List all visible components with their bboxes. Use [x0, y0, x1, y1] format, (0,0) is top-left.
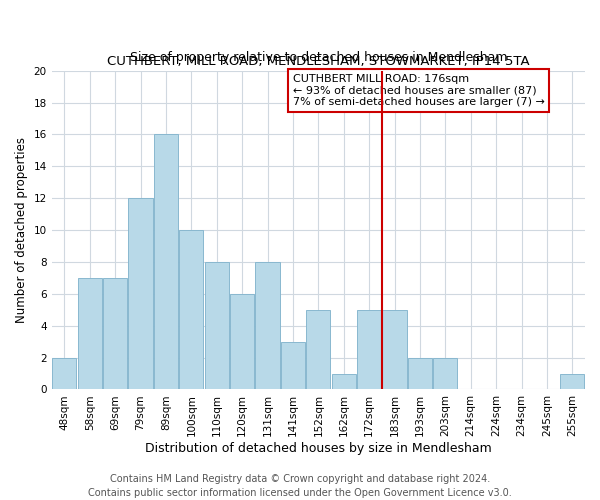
Bar — [128, 198, 152, 390]
Title: CUTHBERT, MILL ROAD, MENDLESHAM, STOWMARKET, IP14 5TA: CUTHBERT, MILL ROAD, MENDLESHAM, STOWMAR… — [107, 55, 530, 68]
Text: Contains HM Land Registry data © Crown copyright and database right 2024.
Contai: Contains HM Land Registry data © Crown c… — [88, 474, 512, 498]
Bar — [408, 358, 432, 390]
Bar — [256, 262, 280, 390]
Bar — [154, 134, 178, 390]
Bar — [433, 358, 457, 390]
Y-axis label: Number of detached properties: Number of detached properties — [15, 137, 28, 323]
Bar — [205, 262, 229, 390]
X-axis label: Distribution of detached houses by size in Mendlesham: Distribution of detached houses by size … — [145, 442, 492, 455]
Bar — [230, 294, 254, 390]
Text: Size of property relative to detached houses in Mendlesham: Size of property relative to detached ho… — [130, 52, 507, 64]
Bar — [382, 310, 407, 390]
Bar — [281, 342, 305, 390]
Bar — [52, 358, 76, 390]
Bar — [103, 278, 127, 390]
Bar — [306, 310, 331, 390]
Bar — [77, 278, 102, 390]
Bar — [332, 374, 356, 390]
Bar — [357, 310, 381, 390]
Bar — [179, 230, 203, 390]
Text: CUTHBERT MILL ROAD: 176sqm
← 93% of detached houses are smaller (87)
7% of semi-: CUTHBERT MILL ROAD: 176sqm ← 93% of deta… — [293, 74, 545, 107]
Bar — [560, 374, 584, 390]
